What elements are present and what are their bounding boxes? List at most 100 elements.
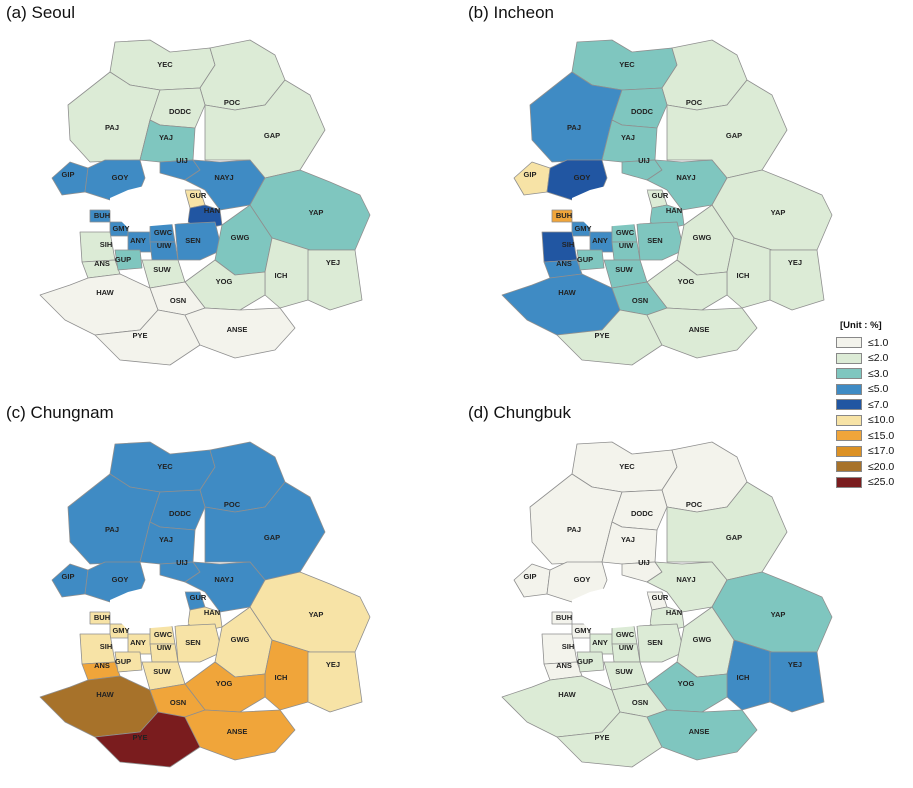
region-label-uiw: UIW [619, 241, 635, 250]
region-label-gap: GAP [726, 533, 742, 542]
region-label-gwg: GWG [693, 635, 712, 644]
region-gup [114, 249, 143, 271]
region-label-sih: SIH [100, 642, 113, 651]
region-label-any: ANY [592, 236, 608, 245]
region-label-gip: GIP [524, 572, 537, 581]
region-label-sih: SIH [562, 240, 575, 249]
region-label-pye: PYE [132, 733, 147, 742]
region-label-ich: ICH [275, 673, 288, 682]
region-label-any: ANY [592, 638, 608, 647]
region-label-osn: OSN [170, 698, 186, 707]
region-label-paj: PAJ [105, 123, 119, 132]
region-label-gur: GUR [190, 593, 207, 602]
region-label-uiw: UIW [157, 241, 173, 250]
region-label-yap: YAP [309, 208, 324, 217]
region-label-gup: GUP [577, 255, 593, 264]
region-haw [501, 675, 621, 738]
legend-label: ≤20.0 [868, 460, 895, 473]
legend-item: ≤10.0 [836, 413, 912, 429]
region-label-any: ANY [130, 236, 146, 245]
region-label-han: HAN [666, 608, 682, 617]
region-label-gmy: GMY [112, 626, 129, 635]
region-label-paj: PAJ [105, 525, 119, 534]
legend-label: ≤3.0 [868, 367, 889, 380]
region-label-nayj: NAYJ [676, 173, 695, 182]
region-label-yec: YEC [619, 60, 635, 69]
panel-title: (b) Incheon [468, 3, 554, 22]
legend-label: ≤15.0 [868, 429, 895, 442]
legend-item: ≤15.0 [836, 428, 912, 444]
legend-item: ≤1.0 [836, 335, 912, 351]
legend-item: ≤17.0 [836, 444, 912, 460]
region-label-ans: ANS [94, 661, 110, 670]
legend-label: ≤7.0 [868, 398, 889, 411]
region-label-ich: ICH [737, 673, 750, 682]
region-label-uiw: UIW [157, 643, 173, 652]
region-sen [174, 221, 223, 261]
region-label-uiw: UIW [619, 643, 635, 652]
region-label-pye: PYE [594, 331, 609, 340]
legend-item: ≤2.0 [836, 351, 912, 367]
region-label-gwg: GWG [231, 233, 250, 242]
legend-label: ≤10.0 [868, 414, 895, 427]
region-label-ans: ANS [556, 259, 572, 268]
central-gap [572, 584, 650, 630]
region-label-gmy: GMY [574, 224, 591, 233]
region-label-yog: YOG [678, 277, 695, 286]
region-label-gup: GUP [577, 657, 593, 666]
region-label-suw: SUW [615, 667, 633, 676]
region-label-anse: ANSE [227, 325, 248, 334]
legend-swatch [836, 430, 862, 442]
legend-swatch [836, 476, 862, 488]
region-label-paj: PAJ [567, 123, 581, 132]
legend-rows: ≤1.0 ≤2.0 ≤3.0 ≤5.0 ≤7.0 ≤10.0 ≤15.0 ≤17.0 ≤20.0… [836, 335, 912, 490]
region-label-pye: PYE [132, 331, 147, 340]
region-label-gur: GUR [190, 191, 207, 200]
region-label-yej: YEJ [788, 660, 802, 669]
region-yej [769, 249, 825, 311]
region-label-gwc: GWC [616, 630, 635, 639]
region-sen [636, 221, 685, 261]
region-ich [264, 237, 311, 309]
region-label-gup: GUP [115, 255, 131, 264]
region-haw [501, 273, 621, 336]
region-label-pye: PYE [594, 733, 609, 742]
region-label-gip: GIP [62, 572, 75, 581]
region-label-yec: YEC [157, 60, 173, 69]
region-label-buh: BUH [94, 613, 110, 622]
region-label-anse: ANSE [227, 727, 248, 736]
region-label-any: ANY [130, 638, 146, 647]
region-label-dodc: DODC [169, 509, 192, 518]
region-label-sih: SIH [100, 240, 113, 249]
legend-swatch [836, 352, 862, 364]
region-label-poc: POC [686, 500, 703, 509]
region-label-sen: SEN [185, 638, 200, 647]
region-label-sih: SIH [562, 642, 575, 651]
legend-item: ≤25.0 [836, 475, 912, 491]
region-anse [184, 709, 296, 761]
panel-title: (c) Chungnam [6, 403, 114, 422]
region-label-suw: SUW [153, 667, 171, 676]
region-label-dodc: DODC [631, 107, 654, 116]
region-ich [726, 237, 773, 309]
choropleth-map: YEC POC PAJ DODC YAJ GAP GIP GOY UIJ NAYJ GUR HAN YA… [501, 441, 833, 768]
region-haw [39, 675, 159, 738]
region-sen [636, 623, 685, 663]
region-label-yec: YEC [157, 462, 173, 471]
legend-item: ≤20.0 [836, 459, 912, 475]
region-label-ich: ICH [275, 271, 288, 280]
region-label-gap: GAP [264, 131, 280, 140]
region-label-uij: UIJ [638, 558, 650, 567]
central-gap [110, 584, 188, 630]
region-nayj [184, 561, 266, 613]
region-label-han: HAN [204, 608, 220, 617]
region-label-yej: YEJ [788, 258, 802, 267]
central-gap [110, 182, 188, 228]
region-label-haw: HAW [558, 288, 576, 297]
region-label-haw: HAW [96, 288, 114, 297]
region-yej [769, 651, 825, 713]
legend-label: ≤17.0 [868, 445, 895, 458]
region-label-gwc: GWC [154, 630, 173, 639]
region-label-dodc: DODC [631, 509, 654, 518]
region-label-han: HAN [204, 206, 220, 215]
